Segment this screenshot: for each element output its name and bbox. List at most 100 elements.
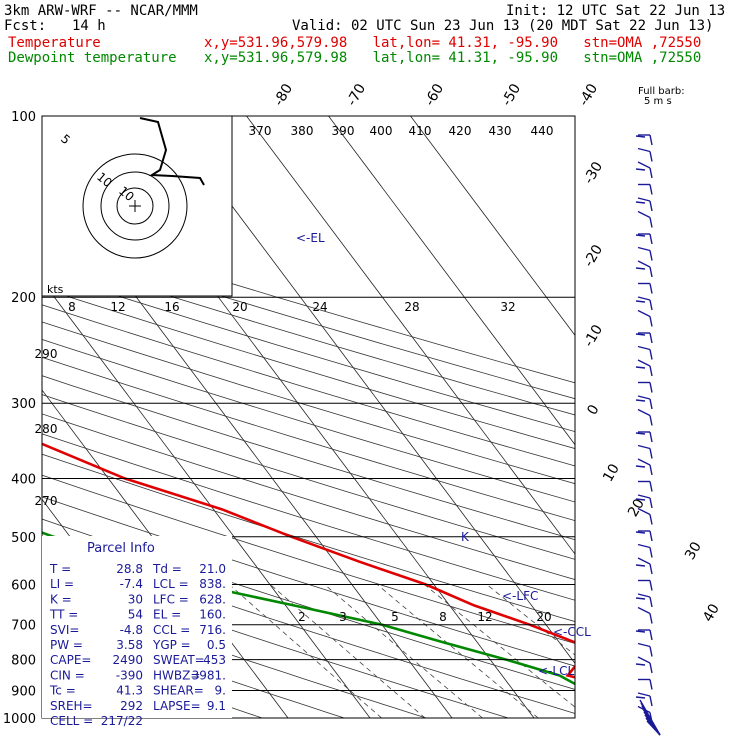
- parcel-info-value: 21.0: [199, 562, 226, 576]
- parcel-info-value: 3981.: [192, 668, 226, 682]
- wind-speed-tick-label: 8: [68, 300, 76, 314]
- wind-barb: [637, 543, 651, 549]
- level-annotation: <-LCL: [538, 664, 574, 678]
- dry-adiabat: [42, 224, 575, 384]
- wind-barb: [649, 679, 653, 690]
- wind-barb: [649, 184, 653, 195]
- isotherm-label: -30: [581, 159, 606, 187]
- hodograph-ring: [100, 171, 170, 241]
- wind-barb: [635, 564, 646, 567]
- parcel-info-key: K =: [50, 592, 72, 606]
- theta-label: 420: [449, 124, 472, 138]
- level-annotation: <-LFC: [502, 589, 538, 603]
- theta-label: 430: [489, 124, 512, 138]
- wind-barb: [649, 283, 653, 294]
- wind-barb: [637, 210, 651, 219]
- wind-barb: [649, 151, 653, 162]
- theta-label: 380: [291, 124, 314, 138]
- isotherm-label: -10: [581, 322, 606, 350]
- isotherm: [246, 116, 575, 555]
- isotherm-label: 0: [584, 402, 602, 418]
- wind-barb: [635, 465, 646, 468]
- pressure-tick-label: 200: [11, 291, 36, 306]
- isotherm-label: 20: [625, 496, 648, 519]
- isotherm-label: -20: [581, 242, 606, 270]
- parcel-info-key: LCL =: [153, 577, 189, 591]
- mixing-ratio-label: 8: [439, 610, 447, 624]
- wind-barb: [637, 692, 651, 697]
- parcel-info-value: 716.: [199, 623, 226, 637]
- mixing-ratio-label: 3: [339, 610, 347, 624]
- parcel-info-key: T =: [49, 562, 71, 576]
- parcel-info-key: CCL =: [153, 623, 190, 637]
- wind-barb: [637, 197, 651, 202]
- wind-barb: [637, 557, 651, 565]
- dewpoint-location: x,y=531.96,579.98 lat,lon= 41.31, -95.90…: [204, 50, 702, 66]
- wind-barb: [649, 365, 653, 377]
- wind-barb: [635, 168, 646, 171]
- wind-barb: [635, 333, 646, 336]
- valid-time: Valid: 02 UTC Sun 23 Jun 13 (20 MDT Sat …: [292, 18, 714, 34]
- parcel-info-value: 160.: [199, 608, 226, 622]
- pressure-tick-label: 900: [11, 684, 36, 699]
- forecast-hour: 14 h: [72, 18, 106, 34]
- wind-barb: [635, 498, 646, 501]
- parcel-info-key: LFC =: [153, 592, 189, 606]
- temperature-trace: [42, 442, 575, 679]
- mixing-ratio-label: 12: [477, 610, 492, 624]
- wind-barb: [637, 359, 651, 367]
- isotherm: [410, 116, 575, 336]
- parcel-info-value: 41.3: [116, 684, 143, 698]
- wind-barb: [637, 309, 651, 318]
- hodograph-trace: [139, 117, 205, 186]
- parcel-info-value: -4.8: [120, 623, 143, 637]
- wind-barb: [649, 514, 653, 525]
- dry-adiabat: [42, 589, 427, 718]
- wind-barb: [649, 580, 653, 591]
- wind-barb: [637, 147, 651, 153]
- wind-barb: [649, 695, 653, 707]
- parcel-info-value: 217/22: [101, 714, 143, 728]
- hodograph-units-label: kts: [47, 283, 64, 296]
- dewpoint-legend: Dewpoint temperature: [8, 50, 177, 66]
- dry-adiabat: [42, 565, 509, 718]
- wind-barb: [637, 458, 651, 466]
- wind-barb: [635, 366, 646, 369]
- wind-barb: [649, 382, 653, 393]
- wind-barb: [649, 316, 653, 327]
- temperature-location: x,y=531.96,579.98 lat,lon= 41.31, -95.90…: [204, 35, 702, 51]
- theta-label: 440: [531, 124, 554, 138]
- mixing-ratio-label: 20: [536, 610, 551, 624]
- wind-barb: [637, 593, 651, 598]
- dry-adiabat: [42, 413, 575, 580]
- parcel-info-value: 2490: [112, 653, 143, 667]
- plot-frame: [41, 115, 576, 719]
- wind-barb: [649, 398, 653, 410]
- mixing-ratio-line: [228, 584, 382, 718]
- wind-barb: [637, 296, 651, 301]
- parcel-info-key: SVI=: [50, 623, 79, 637]
- wind-barb: [649, 167, 653, 179]
- wind-barb: [637, 494, 651, 499]
- parcel-info-box: [42, 536, 232, 718]
- parcel-info-value: 9.1: [207, 699, 226, 713]
- wind-barb: [637, 260, 651, 268]
- wind-barb: [649, 563, 653, 575]
- level-annotation: <-CCL: [553, 625, 591, 639]
- wind-barb: [637, 642, 651, 648]
- wind-barb: [649, 332, 653, 344]
- theta-label: 390: [332, 124, 355, 138]
- isotherm-label: -70: [344, 81, 369, 109]
- parcel-info-key: SHEAR=: [153, 684, 204, 698]
- wind-barb: [637, 395, 651, 400]
- parcel-info-value: 292: [120, 699, 143, 713]
- init-time: Init: 12 UTC Sat 22 Jun 13: [506, 3, 726, 19]
- wind-barb: [635, 135, 646, 138]
- wind-barb: [649, 134, 653, 146]
- wind-barb: [649, 250, 653, 261]
- wind-barb: [637, 345, 651, 351]
- parcel-info-key: PW =: [50, 638, 83, 652]
- wind-barb: [649, 233, 653, 245]
- parcel-info-key: TT =: [49, 608, 78, 622]
- pressure-tick-label: 400: [11, 472, 36, 487]
